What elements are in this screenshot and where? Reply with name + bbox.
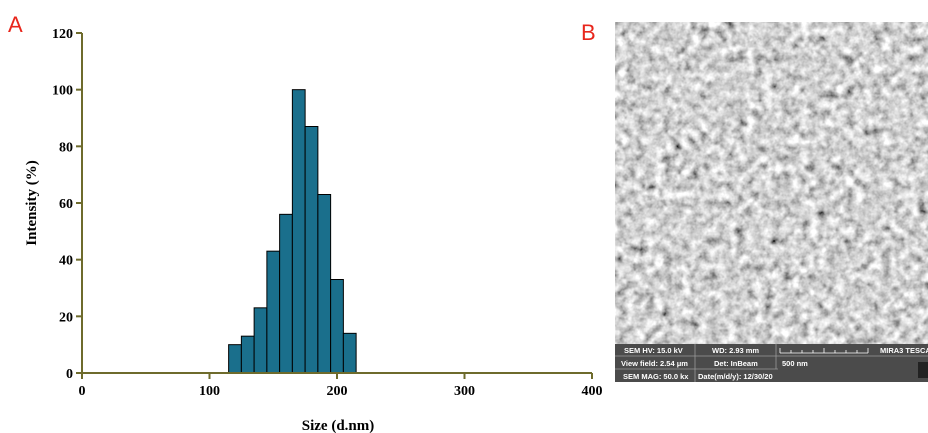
y-tick-label: 0 bbox=[66, 367, 73, 382]
logo bbox=[918, 362, 928, 378]
y-tick-label: 100 bbox=[52, 84, 73, 99]
sem-info: MIRA3 TESCAN bbox=[880, 346, 928, 355]
info-grid bbox=[615, 344, 928, 382]
x-tick-label: 0 bbox=[79, 384, 86, 399]
bar bbox=[291, 89, 306, 374]
bar bbox=[266, 250, 281, 374]
sem-info: 500 nm bbox=[782, 359, 808, 368]
bar bbox=[228, 344, 242, 374]
x-axis-label: Size (d.nm) bbox=[302, 418, 375, 433]
x-tick-label: 200 bbox=[327, 384, 348, 399]
sem-info: SEM HV: 15.0 kV bbox=[624, 346, 683, 355]
sem-texture bbox=[615, 22, 928, 344]
y-tick-label: 20 bbox=[59, 310, 73, 325]
y-axis-label: Intensity (%) bbox=[24, 160, 40, 245]
sem-info: Det: InBeam bbox=[714, 359, 758, 368]
bar bbox=[317, 194, 332, 374]
panel-label: B bbox=[581, 20, 596, 45]
sem-info: SEM MAG: 50.0 kx bbox=[623, 372, 689, 381]
bar bbox=[330, 279, 344, 374]
bar bbox=[253, 307, 268, 374]
scale-bar bbox=[779, 348, 869, 354]
x-tick-label: 100 bbox=[199, 384, 220, 399]
sem-image: SEM HV: 15.0 kV WD: 2.93 mm MIRA3 TESCAN… bbox=[615, 22, 928, 382]
sem-info: WD: 2.93 mm bbox=[712, 346, 759, 355]
bar bbox=[240, 335, 255, 374]
y-tick-label: 80 bbox=[59, 140, 73, 155]
y-tick-label: 40 bbox=[59, 254, 73, 269]
x-tick-label: 400 bbox=[582, 384, 603, 399]
bar bbox=[342, 332, 357, 374]
info-bar bbox=[615, 344, 928, 382]
sem-info: View field: 2.54 μm bbox=[621, 359, 688, 368]
x-tick-label: 300 bbox=[454, 384, 475, 399]
bar bbox=[279, 213, 293, 374]
sem-info: Date(m/d/y): 12/30/20 bbox=[698, 372, 773, 381]
y-tick-label: 120 bbox=[52, 27, 73, 42]
y-tick-label: 60 bbox=[59, 197, 73, 212]
bar bbox=[304, 126, 319, 374]
panel-label: A bbox=[8, 12, 23, 37]
